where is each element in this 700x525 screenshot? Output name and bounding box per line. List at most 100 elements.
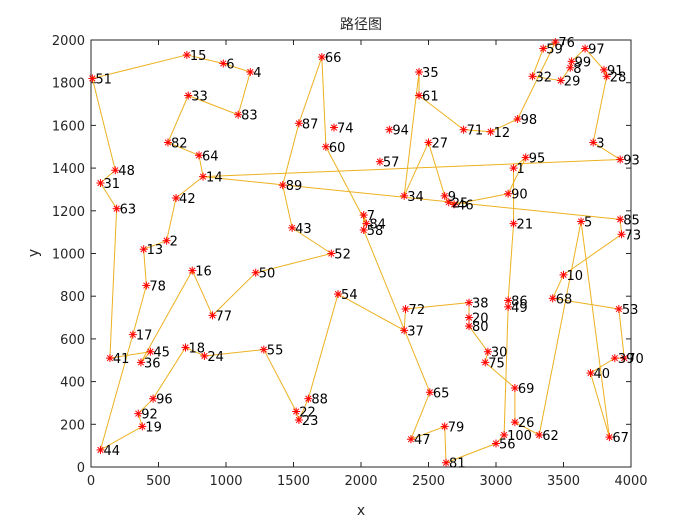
- city-label: 78: [149, 280, 166, 295]
- route-segment: [405, 302, 470, 310]
- x-tick-label: 1500: [277, 474, 310, 489]
- city-marker: [440, 191, 449, 200]
- city-label: 84: [369, 218, 386, 233]
- route-segment: [152, 347, 186, 399]
- route-segment: [109, 208, 118, 359]
- city-label: 22: [299, 405, 316, 420]
- route-segment: [204, 349, 264, 357]
- city-marker: [566, 63, 575, 72]
- city-label: 25: [452, 196, 469, 211]
- route-segment: [109, 351, 151, 359]
- city-marker: [96, 179, 105, 188]
- city-marker: [330, 123, 338, 132]
- route-segment: [484, 362, 516, 389]
- city-label: 50: [259, 267, 276, 282]
- city-label: 19: [145, 420, 162, 435]
- city-marker: [617, 230, 626, 239]
- route-segment: [100, 182, 118, 209]
- chart-title: 路径图: [340, 17, 382, 33]
- route-segment: [584, 48, 605, 71]
- city-marker: [442, 458, 451, 467]
- route-segment: [552, 274, 564, 299]
- city-label: 44: [103, 444, 120, 459]
- city-label: 40: [594, 367, 611, 382]
- route-segment: [552, 297, 619, 310]
- city-label: 35: [422, 66, 439, 81]
- city-marker: [111, 166, 120, 175]
- city-marker: [465, 298, 473, 307]
- route-segment: [592, 142, 621, 160]
- city-marker: [504, 296, 513, 305]
- city-marker: [359, 226, 368, 235]
- route-segment: [321, 57, 327, 147]
- axis-ticks: 0 500 1000 1500 2000 2500 3000 3500 4000 0 200 400 6…: [52, 34, 648, 489]
- city-label: 1: [517, 162, 525, 177]
- city-label: 72: [409, 303, 426, 318]
- city-label: 95: [529, 151, 546, 166]
- x-tick-label: 500: [146, 474, 171, 489]
- city-marker: [492, 439, 500, 448]
- route-segment: [531, 48, 544, 77]
- city-marker: [567, 57, 576, 66]
- city-label: 28: [610, 70, 627, 85]
- route-segment: [298, 56, 323, 124]
- route-segment: [223, 63, 251, 73]
- city-marker: [359, 211, 368, 220]
- route-segment: [307, 293, 339, 399]
- city-label: 63: [120, 203, 137, 218]
- route-segment: [590, 372, 610, 438]
- city-label: 41: [113, 352, 130, 367]
- city-marker: [96, 445, 105, 454]
- x-tick-label: 1000: [209, 474, 242, 489]
- city-marker: [199, 172, 208, 181]
- route-segment: [428, 142, 446, 197]
- route-segment: [143, 240, 167, 250]
- route-segment: [263, 349, 297, 412]
- city-label: 68: [556, 292, 573, 307]
- city-label: 70: [627, 352, 644, 367]
- city-label: 30: [491, 346, 508, 361]
- route-segment: [175, 176, 204, 199]
- city-label: 24: [207, 350, 224, 365]
- city-label: 13: [147, 243, 164, 258]
- city-marker: [577, 217, 586, 226]
- route-segment: [563, 233, 622, 276]
- route-segment: [202, 176, 621, 220]
- city-label: 48: [118, 164, 135, 179]
- route-segment: [514, 421, 540, 436]
- city-marker: [362, 219, 371, 228]
- city-label: 61: [422, 90, 439, 105]
- route-segment: [298, 398, 309, 421]
- city-label: 97: [588, 43, 605, 58]
- city-label: 51: [95, 72, 112, 87]
- route-segment: [191, 270, 213, 316]
- city-marker: [509, 164, 518, 173]
- city-marker: [138, 422, 147, 431]
- city-marker: [415, 68, 424, 77]
- city-label: 9: [448, 190, 456, 205]
- city-marker: [483, 347, 492, 356]
- city-marker: [146, 347, 155, 356]
- city-marker: [400, 326, 409, 335]
- city-marker: [172, 193, 181, 202]
- city-marker: [589, 138, 598, 147]
- city-label: 37: [407, 324, 424, 339]
- city-marker: [581, 44, 590, 53]
- city-marker: [450, 200, 459, 209]
- city-label: 32: [535, 70, 552, 85]
- city-markers: [88, 38, 629, 467]
- city-marker: [605, 433, 614, 442]
- route-segment: [188, 95, 239, 116]
- city-label: 74: [337, 122, 354, 137]
- city-label: 92: [141, 408, 158, 423]
- city-label: 39: [618, 352, 635, 367]
- city-marker: [401, 305, 410, 314]
- city-marker: [556, 76, 565, 85]
- city-label: 99: [575, 55, 592, 70]
- city-marker: [610, 354, 619, 363]
- city-label: 2: [170, 235, 178, 250]
- city-label: 82: [171, 136, 188, 151]
- city-marker: [200, 351, 209, 360]
- x-tick-label: 3000: [479, 474, 512, 489]
